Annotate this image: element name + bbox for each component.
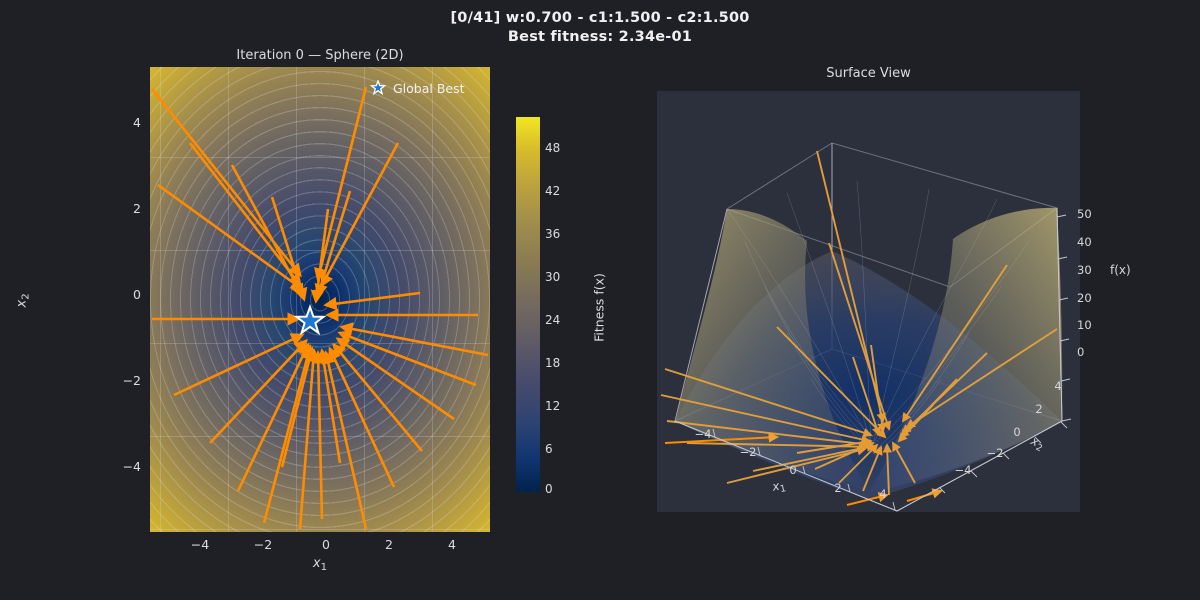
cbar-tick-7: 6 xyxy=(545,442,553,456)
ztick-3d-5: 0 xyxy=(1077,345,1085,359)
cbar-tick-6: 12 xyxy=(545,399,561,413)
xtick-3d-2: 0 xyxy=(789,463,797,477)
contour-legend: Global Best xyxy=(370,80,465,96)
xtick-3d-3: 2 xyxy=(834,481,842,495)
cbar-tick-0: 48 xyxy=(545,141,561,155)
ztick-3d-4: 10 xyxy=(1077,318,1092,332)
ztick-3d-0: 50 xyxy=(1077,207,1092,221)
xtick-3d-1: −2 xyxy=(739,445,757,459)
ytick-3d-2: 0 xyxy=(1013,425,1021,439)
cbar-tick-3: 30 xyxy=(545,270,561,284)
contour-plot-axes[interactable] xyxy=(150,67,490,532)
xtick-2d-0: −4 xyxy=(190,537,210,552)
velocity-arrows-2d xyxy=(150,86,489,530)
suptitle-line-1: [0/41] w:0.700 - c1:1.500 - c2:1.500 xyxy=(450,10,750,26)
fitness-colorbar xyxy=(516,117,540,492)
cbar-tick-8: 0 xyxy=(545,482,553,496)
colorbar-label: Fitness f(x) xyxy=(591,273,607,342)
cbar-tick-4: 24 xyxy=(545,313,561,327)
surface-plot-title: Surface View xyxy=(826,66,911,81)
xtick-2d-4: 4 xyxy=(448,537,456,552)
ztick-3d-1: 40 xyxy=(1077,235,1092,249)
cbar-tick-5: 18 xyxy=(545,356,561,370)
xtick-2d-2: 0 xyxy=(322,537,330,552)
xtick-2d-3: 2 xyxy=(385,537,393,552)
contour-yaxis-label: x2 xyxy=(14,293,32,308)
ytick-3d-3: 2 xyxy=(1035,402,1043,416)
surface-zaxis-label: f(x) xyxy=(1110,263,1131,277)
xtick-3d-4: 4 xyxy=(879,487,887,501)
figure-suptitle: [0/41] w:0.700 - c1:1.500 - c2:1.500 Bes… xyxy=(0,9,1200,47)
ytick-3d-0: −4 xyxy=(954,463,972,477)
global-best-marker[interactable] xyxy=(150,67,490,532)
surface-plot-axes[interactable] xyxy=(657,91,1080,512)
ytick-3d-1: −2 xyxy=(986,446,1004,460)
legend-label-global-best: Global Best xyxy=(393,80,465,96)
contour-xaxis-label: x1 xyxy=(312,556,328,573)
xtick-2d-1: −2 xyxy=(253,537,273,552)
suptitle-line-2: Best fitness: 2.34e-01 xyxy=(507,29,693,45)
cbar-tick-1: 42 xyxy=(545,184,561,198)
ztick-3d-2: 30 xyxy=(1077,263,1092,277)
xtick-3d-0: −4 xyxy=(694,427,712,441)
ztick-3d-3: 20 xyxy=(1077,291,1092,305)
cbar-tick-2: 36 xyxy=(545,227,561,241)
ytick-3d-4: 4 xyxy=(1054,379,1062,393)
surface-plot-canvas xyxy=(660,142,1072,512)
contour-plot-title: Iteration 0 — Sphere (2D) xyxy=(236,48,404,63)
star-marker-icon xyxy=(370,80,386,96)
